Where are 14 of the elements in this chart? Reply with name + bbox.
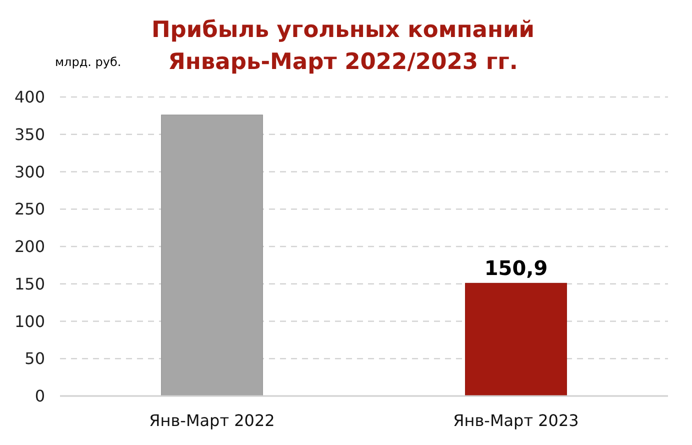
y-tick-label: 0	[34, 386, 45, 406]
chart-title: Прибыль угольных компаний Январь-Март 2022/2023 гг.	[151, 17, 535, 75]
y-tick-label: 50	[24, 349, 45, 368]
y-tick-label: 400	[14, 88, 45, 107]
x-tick-label: Янв-Март 2023	[453, 411, 579, 430]
data-label: 150,9	[484, 256, 548, 280]
y-tick-label: 300	[14, 162, 45, 182]
x-tick-label: Янв-Март 2022	[149, 411, 275, 430]
y-axis-title: млрд. руб.	[55, 55, 122, 69]
y-tick-label: 250	[14, 200, 45, 219]
y-tick-label: 100	[14, 312, 45, 331]
y-tick-label: 150	[14, 274, 45, 294]
y-tick-label: 350	[14, 124, 45, 144]
y-tick-label: 200	[14, 237, 45, 256]
